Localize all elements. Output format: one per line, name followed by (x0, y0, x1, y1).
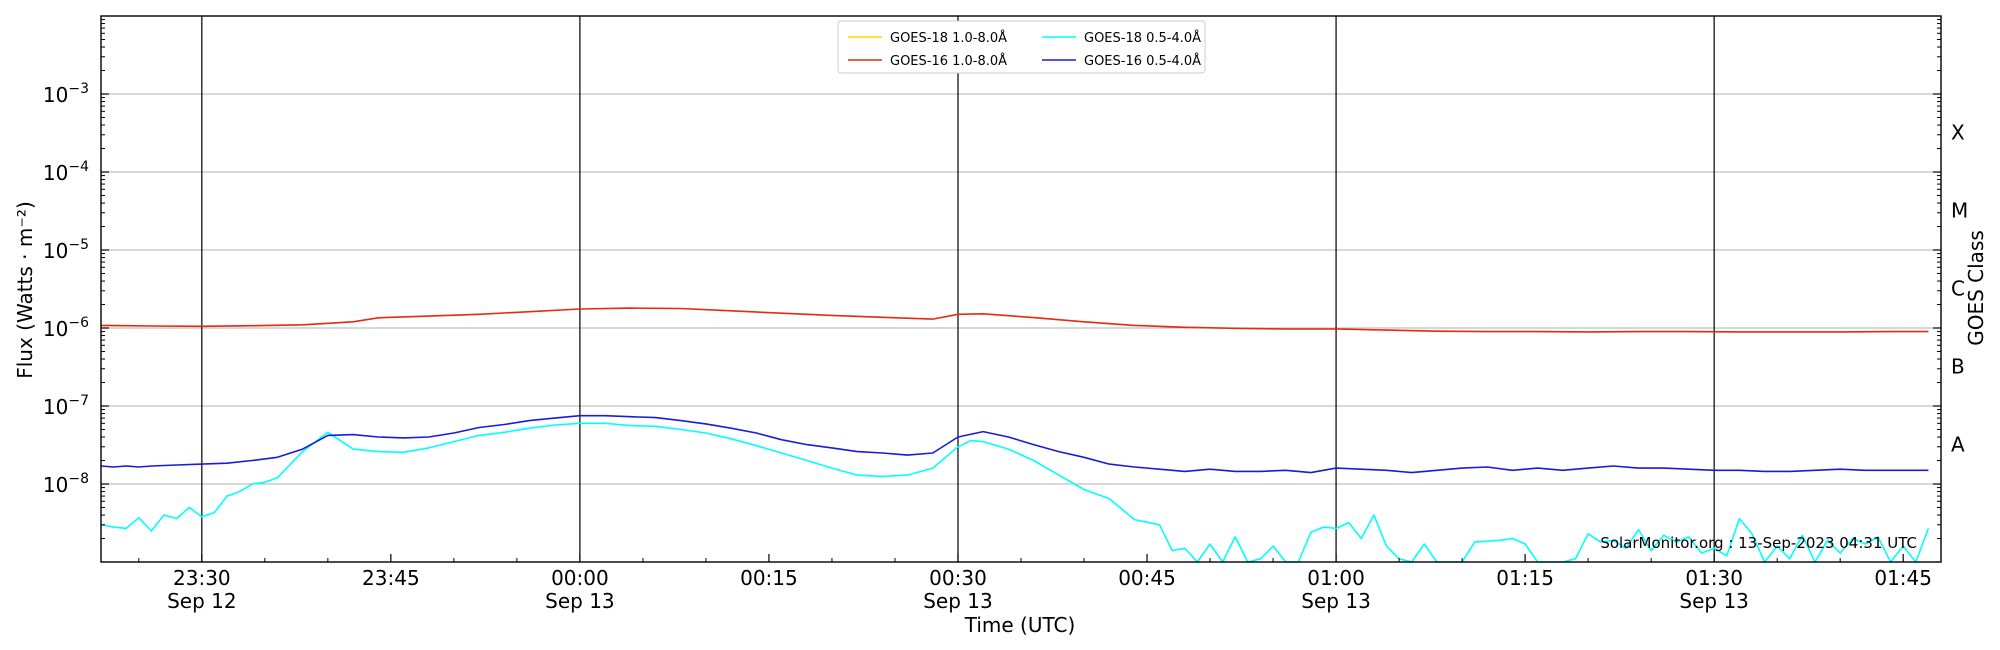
y-tick-exponent: −5 (68, 237, 89, 253)
goes-class-axis: A B C M X (1951, 121, 1968, 457)
y-tick-base: 10 (43, 395, 68, 419)
legend-box (837, 20, 1206, 74)
legend-label: GOES-16 1.0-8.0Å (890, 53, 1007, 69)
legend: GOES-18 1.0-8.0Å GOES-16 1.0-8.0Å GOES-18 … (837, 20, 1206, 74)
y-tick-label: 10−3 (43, 81, 89, 107)
goes-class-label: M (1951, 199, 1968, 223)
y-tick-base: 10 (43, 317, 68, 341)
x-tick-label: 00:15 (740, 566, 798, 590)
x-tick-label: 00:30 (929, 566, 987, 590)
y-axis-ticks: 10−810−710−610−510−410−3 (43, 19, 1941, 540)
x-axis-label: Time (UTC) (964, 613, 1076, 637)
y-tick-label: 10−8 (43, 471, 89, 497)
legend-label: GOES-18 1.0-8.0Å (890, 30, 1007, 46)
y-tick-label: 10−4 (43, 159, 89, 185)
x-tick-label: 01:45 (1874, 566, 1932, 590)
series-line (100, 414, 1929, 474)
grid-layer (101, 93, 1941, 485)
y-tick-exponent: −6 (68, 315, 89, 331)
goes-class-label: X (1951, 121, 1965, 145)
y2-axis-label: GOES Class (1964, 230, 1988, 346)
y-tick-base: 10 (43, 239, 68, 263)
credit-text: SolarMonitor.org : 13-Sep-2023 04:31 UTC (1600, 534, 1917, 552)
legend-label: GOES-16 0.5-4.0Å (1084, 53, 1201, 69)
x-tick-date: Sep 13 (1301, 589, 1371, 613)
x-tick-date: Sep 13 (545, 589, 615, 613)
x-tick-label: 01:30 (1685, 566, 1743, 590)
y-tick-exponent: −7 (68, 393, 89, 409)
series-layer (100, 307, 1930, 563)
y-axis-label: Flux (Watts · m⁻²) (13, 201, 37, 379)
y-tick-exponent: −4 (68, 159, 89, 175)
y-tick-exponent: −3 (68, 81, 89, 97)
x-tick-date: Sep 13 (923, 589, 993, 613)
y-tick-exponent: −8 (68, 471, 89, 487)
y-tick-base: 10 (43, 473, 68, 497)
y-tick-label: 10−6 (43, 315, 89, 341)
y-tick-label: 10−7 (43, 393, 89, 419)
goes-class-label: B (1951, 355, 1965, 379)
goes-class-label: C (1951, 277, 1965, 301)
x-tick-label: 23:45 (362, 566, 420, 590)
y-tick-base: 10 (43, 161, 68, 185)
x-tick-date: Sep 12 (167, 589, 237, 613)
series-line (100, 422, 1930, 563)
legend-label: GOES-18 0.5-4.0Å (1084, 30, 1201, 46)
x-tick-label: 23:30 (173, 566, 231, 590)
x-tick-label: 01:00 (1307, 566, 1365, 590)
y-tick-label: 10−5 (43, 237, 89, 263)
goes-class-label: A (1951, 433, 1965, 457)
x-tick-date: Sep 13 (1679, 589, 1749, 613)
series-line (100, 307, 1929, 333)
y-tick-base: 10 (43, 83, 68, 107)
x-tick-label: 00:00 (551, 566, 609, 590)
x-tick-label: 00:45 (1118, 566, 1176, 590)
x-tick-label: 01:15 (1496, 566, 1554, 590)
